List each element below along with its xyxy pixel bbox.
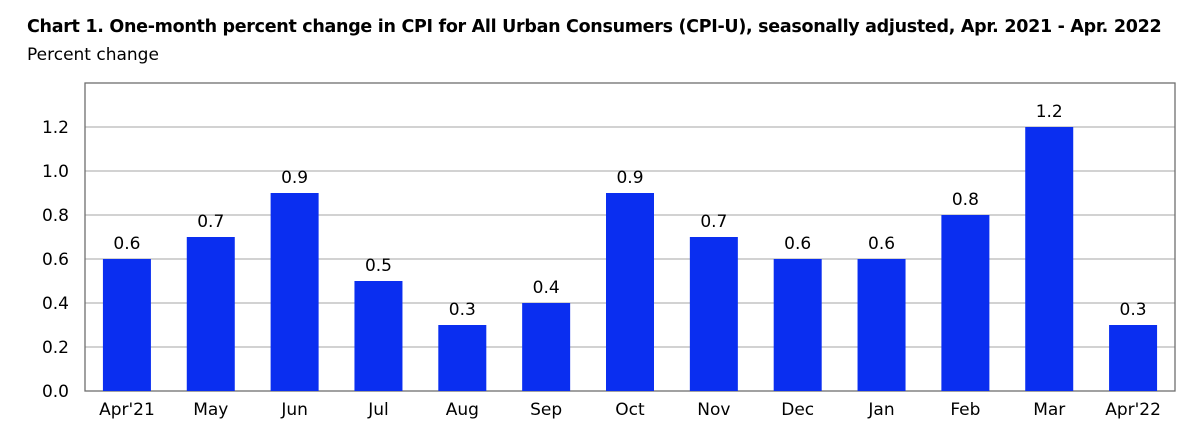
- bar-value-label: 0.9: [616, 168, 643, 188]
- bar-value-label: 0.8: [952, 190, 979, 210]
- y-tick-label: 1.2: [42, 118, 69, 138]
- bar: [270, 193, 319, 391]
- bar-value-label: 0.6: [113, 234, 140, 254]
- bar-value-label: 0.5: [365, 256, 392, 276]
- x-tick-label: Dec: [781, 400, 814, 420]
- y-tick-label: 0.0: [42, 382, 69, 402]
- bar-value-label: 0.7: [197, 212, 224, 232]
- bar-value-label: 0.6: [868, 234, 895, 254]
- y-tick-label: 0.8: [42, 206, 69, 226]
- x-tick-label: Jul: [367, 400, 389, 420]
- bar-value-label: 1.2: [1036, 102, 1063, 122]
- bar: [438, 325, 487, 391]
- bar: [941, 215, 990, 391]
- x-tick-label: Jun: [280, 400, 308, 420]
- bar: [606, 193, 654, 391]
- x-tick-label: Jan: [867, 400, 894, 420]
- bar-value-label: 0.7: [700, 212, 727, 232]
- bar-value-label: 0.4: [533, 278, 560, 298]
- x-tick-label: Oct: [615, 400, 645, 420]
- x-tick-label: Apr'21: [99, 400, 155, 420]
- bar: [1025, 127, 1074, 391]
- bar: [857, 259, 906, 391]
- bar: [186, 237, 235, 391]
- y-tick-label: 0.4: [42, 294, 69, 314]
- x-tick-label: Sep: [530, 400, 562, 420]
- bar-value-label: 0.3: [449, 300, 476, 320]
- y-tick-label: 0.6: [42, 250, 69, 270]
- bar: [102, 259, 151, 391]
- bar-value-label: 0.6: [784, 234, 811, 254]
- x-tick-label: Feb: [950, 400, 980, 420]
- bar-value-label: 0.9: [281, 168, 308, 188]
- bar: [689, 237, 738, 391]
- y-tick-label: 1.0: [42, 162, 69, 182]
- y-tick-label: 0.2: [42, 338, 69, 358]
- x-tick-label: May: [193, 400, 228, 420]
- bar: [522, 303, 571, 391]
- bar-value-label: 0.3: [1120, 300, 1147, 320]
- x-tick-label: Aug: [446, 400, 479, 420]
- bar: [773, 259, 822, 391]
- x-tick-label: Apr'22: [1105, 400, 1161, 420]
- bar: [354, 281, 403, 391]
- x-tick-label: Nov: [697, 400, 730, 420]
- bar: [1109, 325, 1158, 391]
- y-axis-unit-label: Percent change: [27, 45, 159, 65]
- chart-title: Chart 1. One-month percent change in CPI…: [27, 17, 1162, 37]
- x-tick-label: Mar: [1033, 400, 1065, 420]
